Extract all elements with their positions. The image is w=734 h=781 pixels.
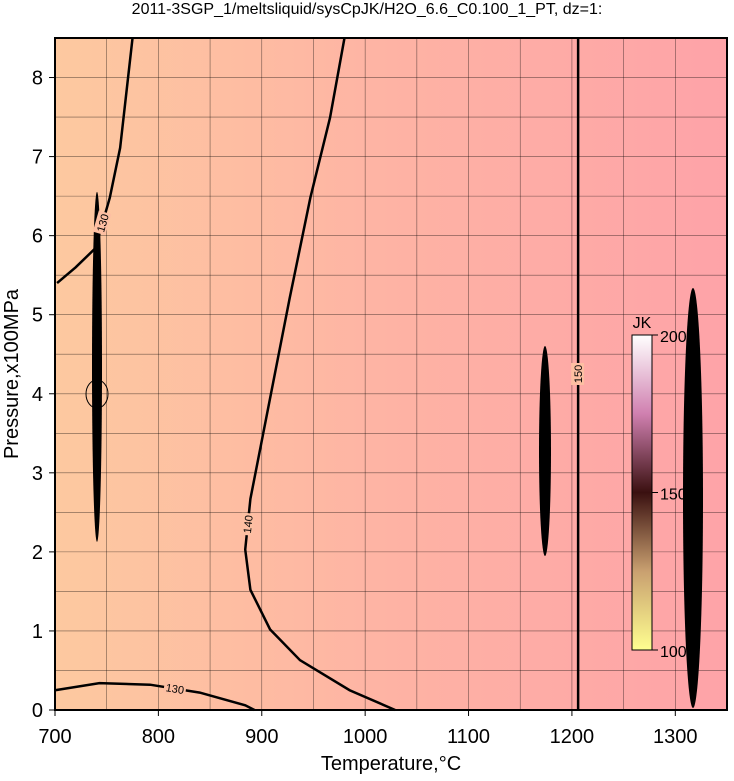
contours: 130 130 140 150 <box>54 37 585 712</box>
colorbar-label: JK <box>633 315 652 332</box>
x-tick-label: 800 <box>142 726 175 748</box>
contour-label: 130 <box>165 682 185 697</box>
y-tick-label: 2 <box>32 542 43 564</box>
contour-label-bg <box>239 512 255 536</box>
y-tick-label: 8 <box>32 68 43 90</box>
y-tick-label: 1 <box>32 621 43 643</box>
x-axis-label: Temperature,°C <box>321 753 461 775</box>
contour-label-group: 130 <box>92 210 112 236</box>
colorbar-tick-label: 150 <box>660 487 687 504</box>
y-tick-label: 5 <box>32 305 43 327</box>
contour-label-bg <box>92 210 112 236</box>
dense-contours <box>683 288 703 708</box>
x-tick-label: 700 <box>38 726 71 748</box>
x-tick-label: 1000 <box>343 726 388 748</box>
y-tick-label: 4 <box>32 384 43 406</box>
plot-background <box>55 38 727 710</box>
colorbar-tick-label: 200 <box>660 329 687 346</box>
contour-label: 150 <box>573 365 585 383</box>
colorbar: JK 100 150 200 <box>631 315 687 661</box>
colorbar-tick-label: 100 <box>660 644 687 661</box>
contour-label: 140 <box>242 515 256 534</box>
x-tick-label: 1100 <box>447 726 490 748</box>
x-tick-label: 1200 <box>550 726 595 748</box>
contour-label-bg <box>571 363 585 385</box>
y-tick-label: 3 <box>32 463 43 485</box>
contour-label-group: 130 <box>163 680 187 697</box>
dense-contours <box>85 379 109 409</box>
y-tick-label: 6 <box>32 226 43 248</box>
contour-label-group: 150 <box>571 363 585 385</box>
dense-contours <box>539 346 551 556</box>
colorbar-scale <box>631 334 653 651</box>
x-tick-label: 1300 <box>653 726 698 748</box>
y-tick-label: 0 <box>32 700 43 722</box>
x-tick-label: 900 <box>245 726 278 748</box>
contour-label-group: 140 <box>239 512 256 536</box>
dense-contours <box>92 191 102 542</box>
chart-title: 2011-3SGP_1/meltsliquid/sysCpJK/H2O_6.6_… <box>132 1 603 18</box>
y-axis-label: Pressure,x100MPa <box>1 288 23 459</box>
plot-frame <box>54 37 728 711</box>
y-tick-label: 7 <box>32 147 43 169</box>
contour-label-bg <box>163 680 187 697</box>
contour-label: 130 <box>95 213 112 234</box>
